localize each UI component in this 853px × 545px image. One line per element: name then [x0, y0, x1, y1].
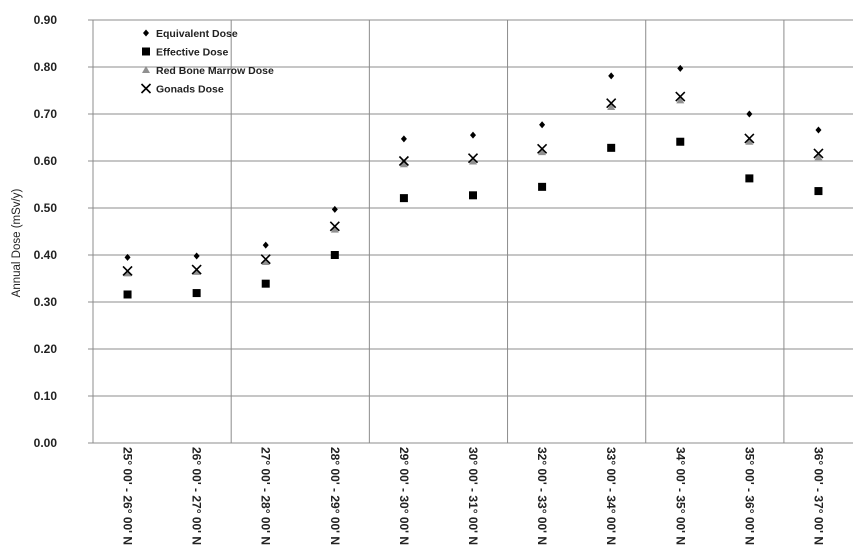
data-point	[330, 225, 339, 233]
data-point	[467, 153, 479, 164]
x-tick-label: 28° 00' - 29° 00' N	[328, 447, 342, 545]
data-point	[261, 279, 270, 288]
data-point	[330, 251, 339, 259]
data-points	[122, 64, 824, 299]
x-tick-label: 34° 00' - 35° 00' N	[673, 447, 687, 545]
data-point	[122, 265, 133, 277]
data-point	[744, 133, 755, 144]
data-point	[123, 269, 132, 277]
data-point	[191, 264, 202, 275]
data-point	[538, 182, 547, 191]
data-point	[746, 110, 753, 118]
data-point	[260, 254, 271, 265]
legend-marker	[142, 66, 150, 73]
y-tick-label: 0.30	[34, 295, 58, 309]
data-point	[538, 148, 547, 156]
x-tick-label: 27° 00' - 28° 00' N	[259, 447, 273, 545]
data-point	[398, 155, 409, 167]
x-tick-label: 25° 00' - 26° 00' N	[121, 447, 135, 545]
data-point	[745, 174, 754, 183]
y-tick-label: 0.50	[34, 201, 58, 215]
data-point	[537, 143, 548, 154]
data-point	[676, 96, 685, 104]
legend: Equivalent Dose Effective Dose Red Bone Ma…	[140, 28, 274, 96]
y-axis-label: Annual Dose (mSv/y)	[11, 189, 23, 298]
data-point	[400, 135, 407, 143]
legend-marker	[142, 47, 150, 56]
legend-label: Effective Dose	[156, 47, 229, 59]
data-point	[329, 221, 340, 232]
y-tick-labels: 0.00 0.10 0.20 0.30 0.40 0.50 0.60 0.70 0.80 0.90	[34, 13, 58, 450]
legend-label: Red Bone Marrow Dose	[156, 65, 274, 77]
data-point	[814, 153, 823, 161]
x-tick-label: 36° 00' - 37° 00' N	[811, 447, 825, 545]
data-point	[676, 137, 685, 146]
x-tick-label: 29° 00' - 30° 00' N	[397, 447, 411, 545]
x-tick-label: 30° 00' - 31° 00' N	[466, 447, 480, 545]
data-point	[123, 290, 132, 299]
data-point	[815, 126, 822, 134]
y-tick-label: 0.00	[34, 436, 58, 450]
data-point	[608, 72, 615, 80]
data-point	[813, 148, 824, 159]
data-point	[607, 102, 616, 110]
data-point	[677, 64, 684, 72]
data-point	[124, 253, 131, 261]
y-tick-label: 0.70	[34, 107, 58, 121]
data-point	[745, 137, 754, 145]
x-tick-label: 33° 00' - 34° 00' N	[604, 447, 618, 545]
data-point	[470, 131, 476, 139]
data-point	[606, 98, 617, 109]
y-tick-label: 0.60	[34, 154, 58, 168]
data-point	[539, 121, 546, 129]
y-tick-label: 0.90	[34, 13, 58, 27]
data-point	[675, 91, 686, 102]
vertical-gridlines	[230, 20, 785, 443]
x-tick-label: 26° 00' - 27° 00' N	[190, 447, 204, 545]
y-tick-label: 0.10	[34, 389, 58, 403]
data-point	[192, 289, 201, 298]
data-point	[399, 194, 408, 203]
data-point	[192, 267, 201, 275]
data-point	[607, 143, 616, 152]
axes	[88, 19, 853, 444]
data-point	[262, 241, 269, 249]
legend-label: Equivalent Dose	[156, 28, 238, 40]
y-tick-label: 0.40	[34, 248, 58, 262]
data-point	[399, 160, 408, 168]
legend-marker	[143, 29, 149, 37]
legend-marker	[140, 83, 152, 94]
data-point	[193, 252, 200, 260]
legend-label: Gonads Dose	[156, 84, 224, 96]
x-tick-label: 32° 00' - 33° 00' N	[535, 447, 549, 545]
y-tick-label: 0.80	[34, 60, 58, 74]
data-point	[331, 205, 338, 213]
data-point	[469, 157, 477, 165]
data-point	[261, 258, 270, 266]
y-tick-label: 0.20	[34, 342, 58, 356]
x-tick-labels: 25° 00' - 26° 00' N 26° 00' - 27° 00' N 27…	[121, 447, 826, 545]
data-point	[814, 187, 823, 196]
data-point	[469, 191, 477, 200]
x-tick-label: 35° 00' - 36° 00' N	[742, 447, 756, 545]
